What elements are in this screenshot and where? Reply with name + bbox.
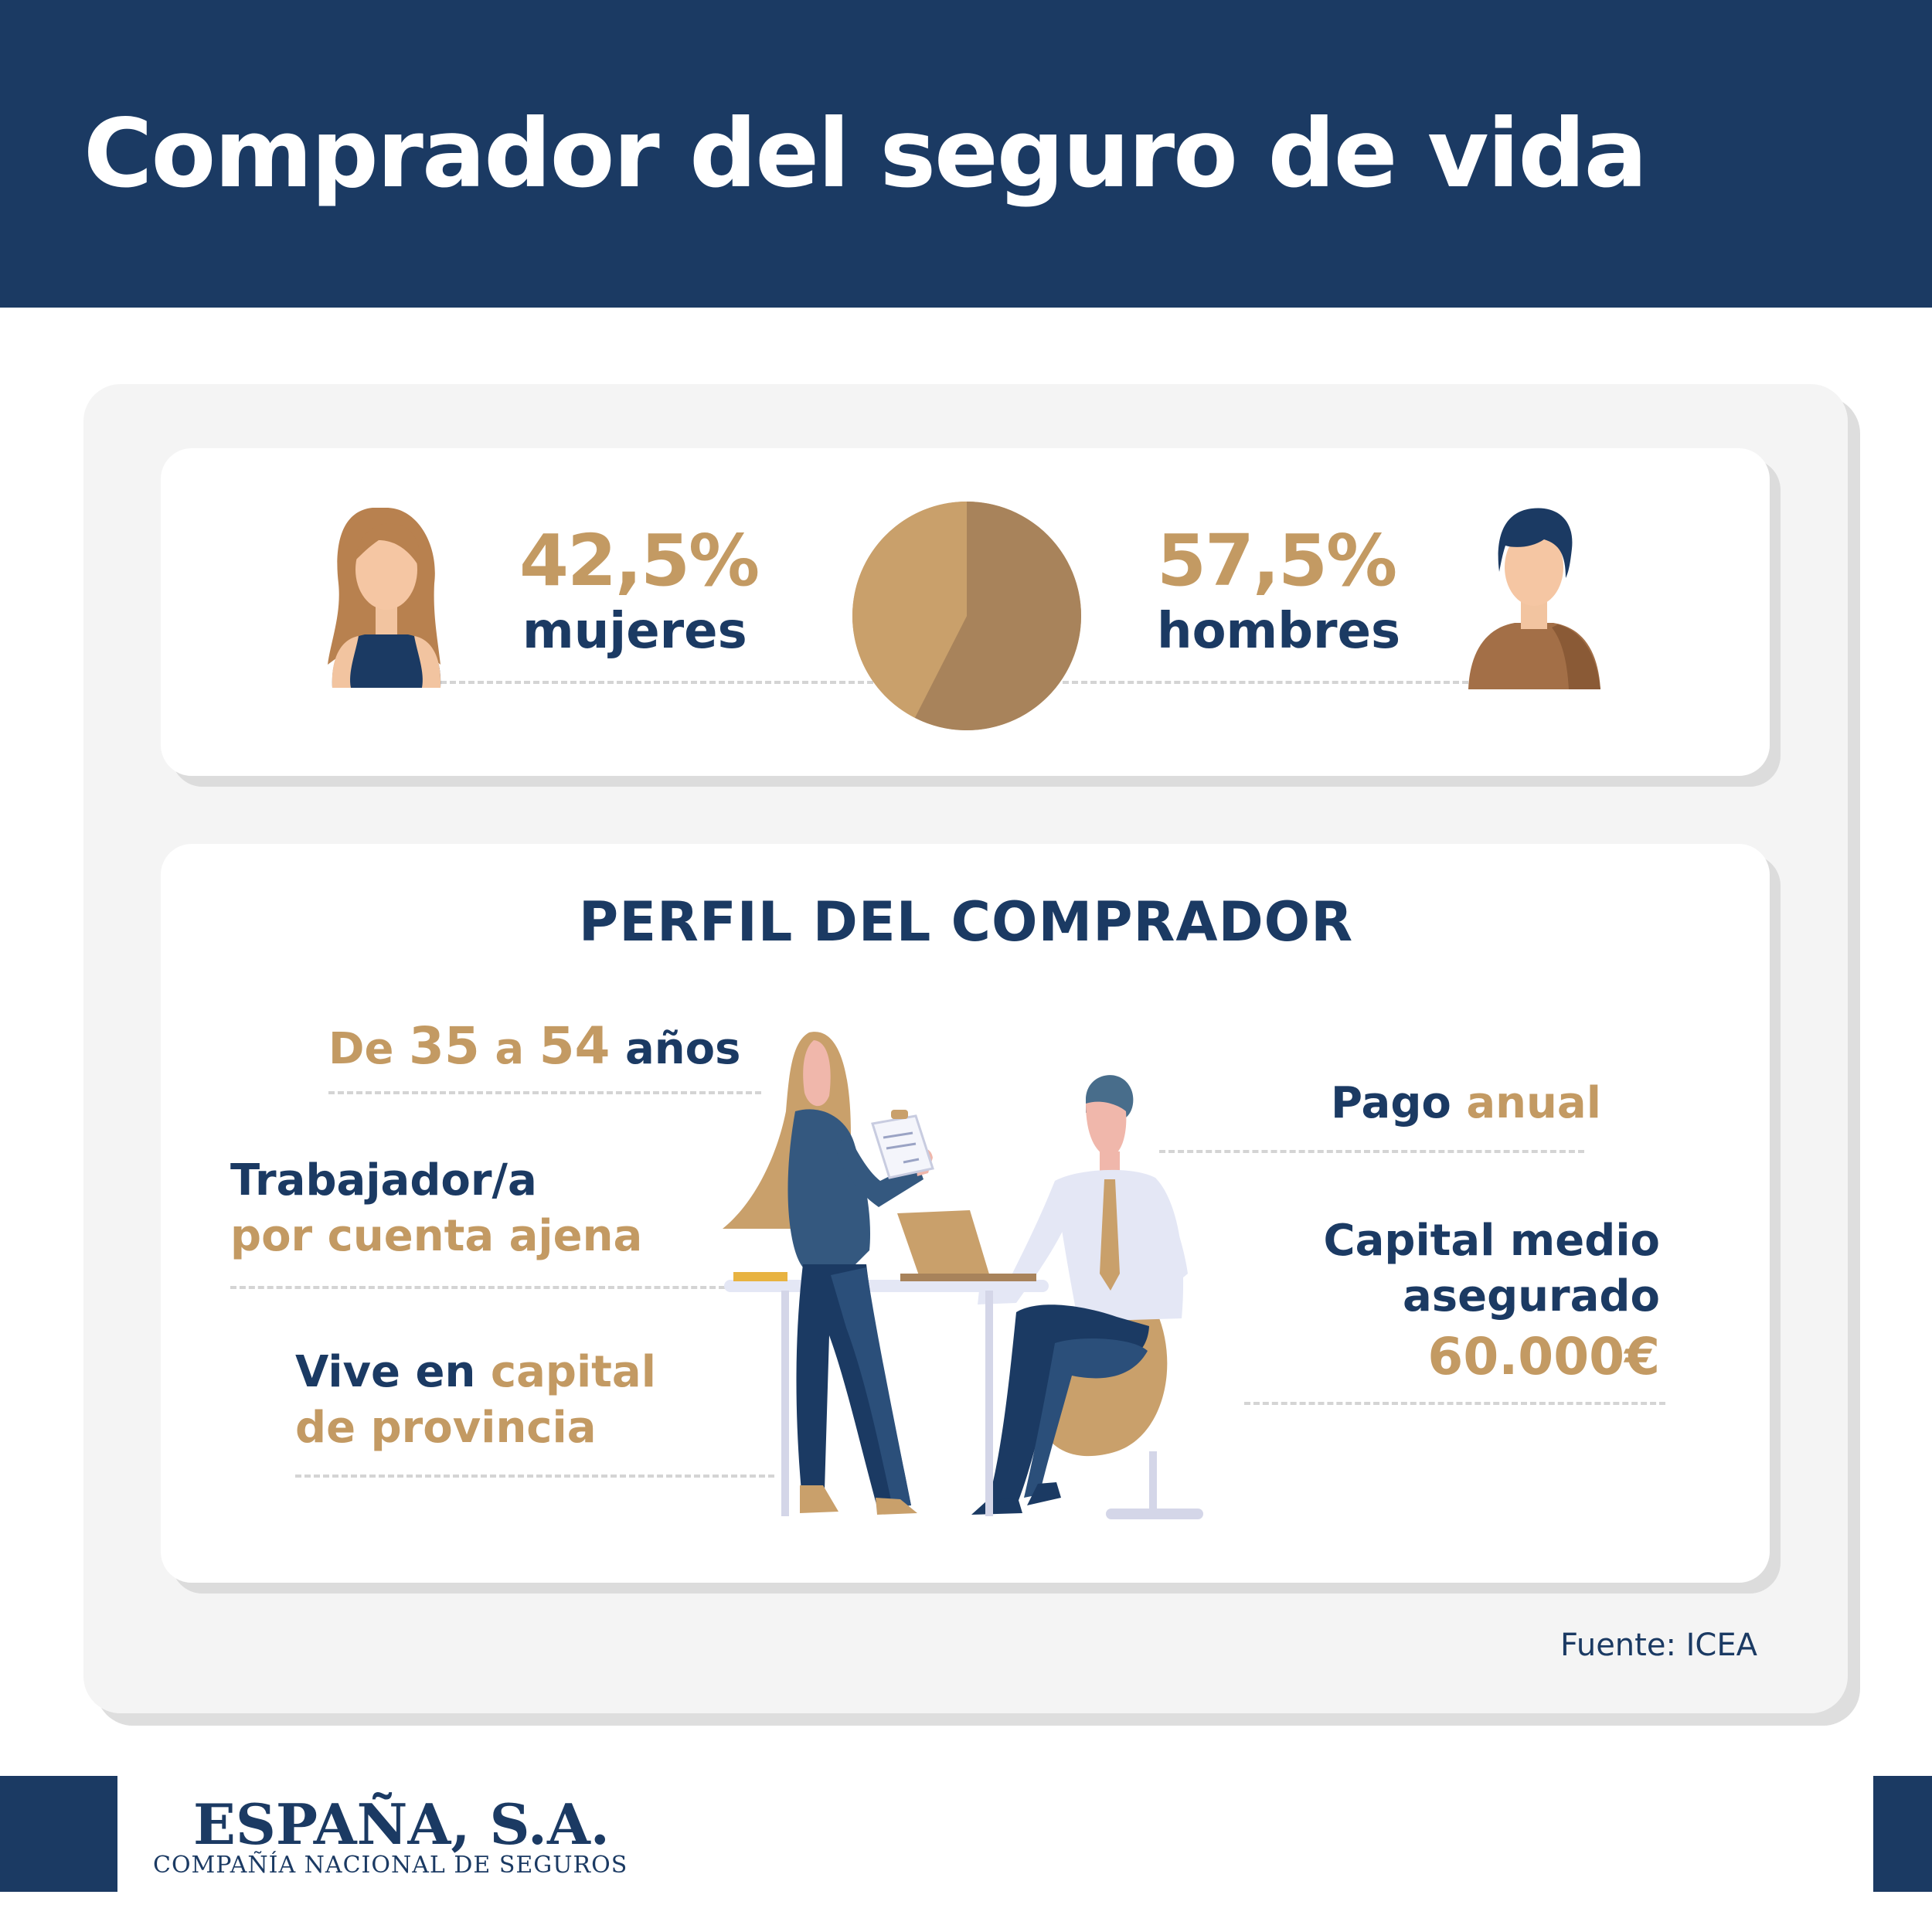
woman-avatar-icon — [328, 508, 441, 688]
page-title: Comprador del seguro de vida — [83, 99, 1648, 209]
man-avatar-icon — [1468, 508, 1600, 689]
profile-title: PERFIL DEL COMPRADOR — [578, 890, 1354, 954]
women-percent: 42,5% — [519, 519, 760, 602]
company-logo-name: ESPAÑA, S.A. — [193, 1791, 610, 1857]
divider-line — [1159, 1150, 1584, 1153]
payment-part2: anual — [1466, 1078, 1601, 1128]
capital-line2: asegurado — [1402, 1271, 1660, 1321]
lives-part2: capital — [490, 1347, 656, 1397]
lives-line1: Vive en capital — [295, 1345, 656, 1400]
source-note: Fuente: ICEA — [1560, 1628, 1757, 1663]
age-range-text: De 35 a 54 años — [328, 1019, 740, 1077]
pie-slice-mujeres — [852, 502, 967, 718]
age-from: 35 — [408, 1016, 480, 1076]
divider-line — [1244, 1402, 1665, 1405]
company-logo-subtitle: COMPAÑÍA NACIONAL DE SEGUROS — [153, 1852, 628, 1879]
pie-slice-hombres — [914, 502, 1081, 730]
header-banner: Comprador del seguro de vida — [0, 0, 1932, 308]
payment-text: Pago anual — [1331, 1076, 1601, 1131]
age-suffix: años — [624, 1024, 741, 1074]
divider-line — [230, 1286, 725, 1289]
divider-line — [1063, 681, 1468, 684]
footer-block-left — [0, 1776, 117, 1892]
age-prefix: De — [328, 1024, 394, 1074]
divider-line — [440, 681, 873, 684]
men-percent: 57,5% — [1157, 519, 1397, 602]
footer-block-right — [1873, 1776, 1932, 1892]
worker-line1: Trabajador/a — [230, 1155, 537, 1206]
divider-line — [295, 1475, 774, 1478]
age-mid: a — [495, 1024, 525, 1074]
lives-line2: de provincia — [295, 1403, 597, 1453]
divider-line — [328, 1091, 761, 1094]
meeting-illustration — [723, 1032, 1203, 1519]
capital-amount: 60.000€ — [1427, 1327, 1660, 1386]
women-label: mujeres — [522, 603, 747, 660]
worker-line2: por cuenta ajena — [230, 1211, 643, 1261]
men-label: hombres — [1157, 603, 1401, 660]
age-to: 54 — [539, 1016, 611, 1076]
capital-line1: Capital medio — [1323, 1216, 1660, 1266]
gender-pie-chart — [852, 502, 1081, 730]
lives-part1: Vive en — [295, 1347, 476, 1397]
payment-part1: Pago — [1331, 1078, 1451, 1128]
